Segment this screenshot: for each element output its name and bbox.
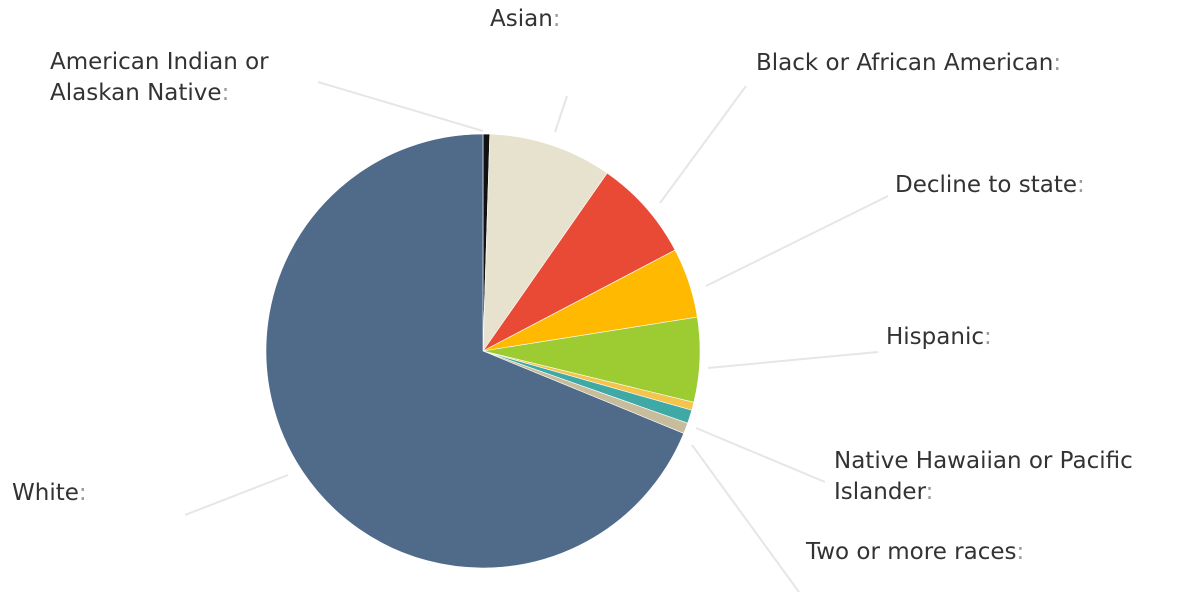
leader-line-white bbox=[184, 474, 289, 516]
leader-line-nhpi bbox=[695, 427, 826, 483]
leader-line-black bbox=[659, 85, 747, 204]
label-native-hawaiian-line1: Native Hawaiian or Pacific bbox=[834, 448, 1133, 474]
label-native-hawaiian: Native Hawaiian or Pacific Islander: bbox=[834, 446, 1133, 508]
label-american-indian: American Indian or Alaskan Native: bbox=[50, 47, 269, 109]
pie-slice-black-or-african-american bbox=[482, 172, 676, 352]
label-decline: Decline to state: bbox=[895, 172, 1085, 198]
label-black: Black or African American: bbox=[756, 50, 1062, 76]
label-american-indian-line2: Alaskan Native: bbox=[50, 80, 230, 106]
label-native-hawaiian-line2: Islander: bbox=[834, 479, 934, 505]
leader-line-decline bbox=[705, 195, 889, 287]
label-two-or-more: Two or more races: bbox=[806, 539, 1025, 565]
leader-line-two bbox=[691, 444, 800, 593]
leader-lines bbox=[184, 81, 889, 593]
label-hispanic: Hispanic: bbox=[886, 324, 992, 350]
leader-line-aian bbox=[317, 81, 484, 132]
label-american-indian-line1: American Indian or bbox=[50, 49, 269, 75]
label-asian: Asian: bbox=[490, 6, 561, 32]
leader-line-asian bbox=[554, 95, 568, 133]
pie-slice-white bbox=[265, 133, 685, 569]
leader-line-hispanic bbox=[707, 351, 879, 369]
pie-slice-asian bbox=[482, 133, 608, 352]
label-white: White: bbox=[12, 480, 87, 506]
pie-slices bbox=[265, 133, 701, 569]
